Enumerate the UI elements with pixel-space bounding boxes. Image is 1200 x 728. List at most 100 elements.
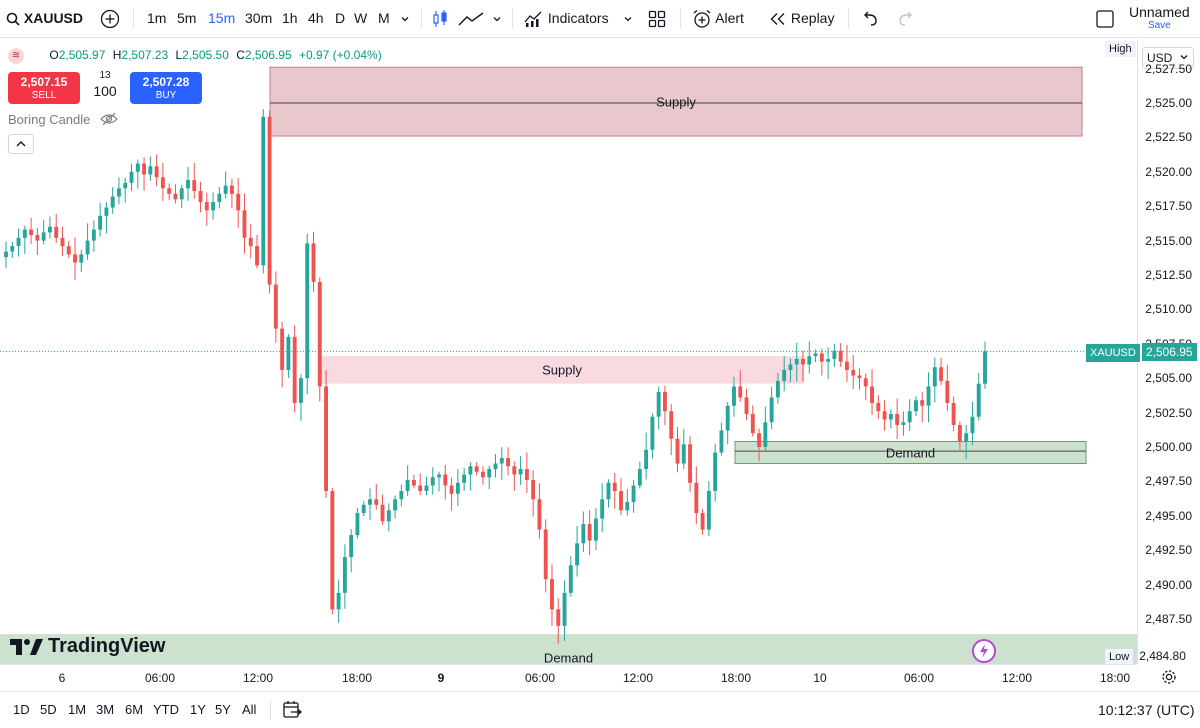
eye-hidden-icon[interactable] <box>100 112 118 129</box>
interval-D[interactable]: D <box>335 10 346 26</box>
candle-body <box>487 469 492 478</box>
candle-body <box>286 336 291 370</box>
candle-body <box>794 358 799 365</box>
toolbar-divider <box>421 8 422 28</box>
candle-body <box>236 193 241 211</box>
candle-body <box>593 518 598 541</box>
candle-body <box>418 485 423 492</box>
interval-M[interactable]: M <box>378 10 390 26</box>
line-chart-icon <box>458 10 484 26</box>
collapse-legend-button[interactable] <box>8 134 34 154</box>
candle-body <box>154 166 159 178</box>
indicators-button[interactable]: Indicators <box>524 0 609 36</box>
candle-body <box>292 336 297 403</box>
toolbar-divider <box>270 700 271 720</box>
candle-body <box>675 438 680 464</box>
range-all[interactable]: All <box>242 702 257 717</box>
range-ytd[interactable]: YTD <box>153 702 179 717</box>
indicator-name: Boring Candle <box>8 112 91 127</box>
redo-button[interactable] <box>897 0 915 36</box>
candle-body <box>129 171 134 183</box>
candle-body <box>443 474 448 486</box>
rewind-icon <box>769 10 787 26</box>
layout-select-checkbox[interactable] <box>1095 0 1115 36</box>
interval-W[interactable]: W <box>354 10 368 26</box>
candle-body <box>342 557 347 593</box>
chart-type-button[interactable] <box>432 0 448 36</box>
chart-settings-button[interactable] <box>1160 668 1178 691</box>
candlestick-chart[interactable] <box>0 39 1137 664</box>
sell-button[interactable]: 2,507.15 SELL <box>8 72 80 104</box>
symbol-search[interactable]: XAUUSD <box>6 0 83 36</box>
utc-clock[interactable]: 10:12:37 (UTC) <box>1098 702 1195 718</box>
more-chart-types-button[interactable] <box>492 0 502 36</box>
save-label[interactable]: Save <box>1147 20 1171 31</box>
candle-body <box>700 513 705 530</box>
range-6m[interactable]: 6M <box>125 702 144 717</box>
candle-body <box>217 193 222 203</box>
candle-body <box>437 474 441 478</box>
toolbar-divider <box>133 8 134 28</box>
candle-body <box>945 380 950 403</box>
candle-body <box>631 485 636 503</box>
time-tick: 12:00 <box>622 671 654 685</box>
candle-body <box>311 243 316 282</box>
quantity-box[interactable]: 13 100 <box>84 70 126 99</box>
interval-30m[interactable]: 30m <box>245 10 273 26</box>
alert-button[interactable]: Alert <box>692 0 744 36</box>
candle-body <box>110 196 115 208</box>
range-1m[interactable]: 1M <box>68 702 87 717</box>
add-circle-icon <box>100 10 120 29</box>
more-intervals-button[interactable] <box>400 0 410 36</box>
news-flash-button[interactable] <box>972 639 996 663</box>
quantity-value: 100 <box>93 83 117 99</box>
range-1d[interactable]: 1D <box>13 702 30 717</box>
compare-symbol-button[interactable] <box>100 0 120 36</box>
range-5d[interactable]: 5D <box>40 702 57 717</box>
demand-zone-label: Demand <box>543 650 594 665</box>
interval-1m[interactable]: 1m <box>147 10 167 26</box>
trend-line-tool-button[interactable] <box>458 0 484 36</box>
current-price-badge: XAUUSD 2,506.95 <box>1086 343 1197 362</box>
buy-price: 2,507.28 <box>142 75 190 89</box>
candle-body <box>669 411 674 439</box>
low-badge: Low 2,484.80 <box>1105 647 1190 665</box>
low-value: 2,505.50 <box>182 48 229 63</box>
go-to-date-button[interactable] <box>282 700 303 725</box>
range-1y[interactable]: 1Y <box>190 702 206 717</box>
candle-body <box>851 369 856 376</box>
time-axis[interactable]: 6 06:00 12:00 18:00 9 06:00 12:00 18:00 10 06:00 1… <box>0 664 1137 690</box>
candle-body <box>142 163 147 175</box>
checkbox-icon <box>1095 10 1115 28</box>
symbol-logo-icon: ≋ <box>8 48 24 64</box>
chevron-down-icon <box>623 10 633 26</box>
range-3m[interactable]: 3M <box>96 702 115 717</box>
ohlc-high: H2,507.23 <box>112 48 169 63</box>
candle-body <box>738 386 743 398</box>
buy-button[interactable]: 2,507.28 BUY <box>130 72 202 104</box>
toolbar-divider <box>512 8 513 28</box>
layout-name-block[interactable]: Unnamed Save <box>1129 5 1190 33</box>
layout-button[interactable] <box>648 0 666 36</box>
currency-select[interactable]: USD <box>1142 47 1194 69</box>
ohlc-close: C2,506.95 <box>236 48 292 63</box>
candle-body <box>882 411 887 420</box>
candle-body <box>16 237 21 247</box>
chart-pane[interactable]: Supply Supply Demand Demand TradingView <box>0 39 1137 664</box>
candle-body <box>430 477 435 486</box>
undo-button[interactable] <box>861 0 879 36</box>
candle-body <box>167 188 172 194</box>
interval-15m[interactable]: 15m <box>208 10 236 26</box>
interval-1h[interactable]: 1h <box>282 10 298 26</box>
candle-body <box>349 535 354 558</box>
indicator-row[interactable]: Boring Candle <box>8 112 118 129</box>
replay-button[interactable]: Replay <box>769 0 834 36</box>
candle-body <box>870 386 874 403</box>
candle-body <box>888 413 893 420</box>
indicators-dropdown-button[interactable] <box>623 0 633 36</box>
candles-icon <box>432 10 448 28</box>
range-5y[interactable]: 5Y <box>215 702 231 717</box>
interval-5m[interactable]: 5m <box>177 10 197 26</box>
interval-4h[interactable]: 4h <box>308 10 324 26</box>
price-tick: 2,505.00 <box>1145 371 1192 386</box>
